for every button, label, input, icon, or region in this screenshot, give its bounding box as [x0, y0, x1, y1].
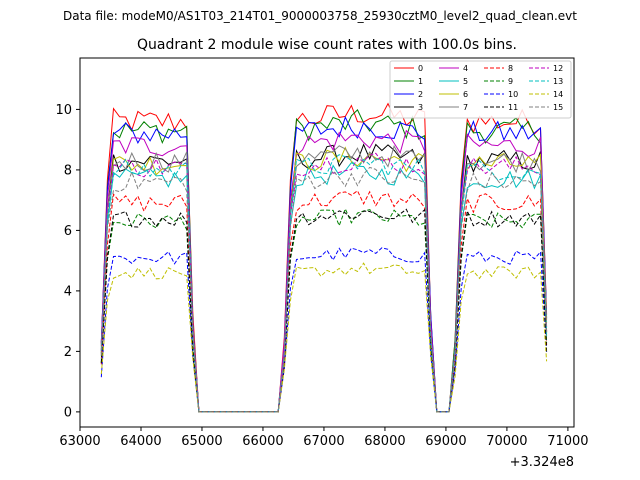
series-line-9	[100, 207, 548, 413]
y-tick-label: 0	[64, 405, 72, 420]
series-line-10	[100, 247, 548, 413]
y-tick-label: 6	[64, 224, 72, 239]
series-line-8	[100, 190, 548, 413]
y-axis: 0 2 4 6 8 10	[55, 103, 80, 420]
series-line-2	[100, 115, 548, 413]
legend-label-4: 4	[463, 64, 468, 73]
series-line-5	[100, 162, 548, 413]
legend-label-5: 5	[463, 77, 468, 86]
legend-label-1: 1	[418, 77, 423, 86]
series-line-11	[100, 208, 548, 413]
chart-title: Quadrant 2 module wise count rates with …	[137, 37, 517, 53]
y-tick-label: 8	[64, 163, 72, 178]
legend-label-6: 6	[463, 90, 468, 99]
series-line-14	[100, 262, 548, 413]
y-tick-label: 4	[64, 284, 72, 299]
series-line-7	[100, 144, 548, 413]
legend-label-14: 14	[553, 90, 563, 99]
legend-label-3: 3	[418, 103, 423, 112]
x-tick-label: 64000	[120, 434, 161, 449]
legend-label-2: 2	[418, 90, 423, 99]
legend-label-13: 13	[553, 77, 563, 86]
legend-box	[389, 60, 572, 119]
x-offset-label: +3.324e8	[510, 455, 574, 470]
legend-label-11: 11	[508, 103, 518, 112]
legend-label-7: 7	[463, 103, 468, 112]
series-line-13	[100, 154, 548, 413]
x-axis: 63000 64000 65000 66000 67000 68000 69000 70000…	[59, 427, 589, 449]
legend-label-15: 15	[553, 103, 563, 112]
x-tick-label: 66000	[242, 434, 283, 449]
series-line-1	[100, 109, 548, 413]
series-line-12	[100, 152, 548, 413]
x-tick-label: 67000	[303, 434, 344, 449]
plot-frame	[79, 57, 575, 428]
series-line-4	[100, 129, 548, 413]
series-line-15	[100, 166, 548, 413]
y-tick-label: 2	[64, 345, 72, 360]
series-line-0	[100, 102, 548, 413]
legend-label-10: 10	[508, 90, 518, 99]
legend-label-12: 12	[553, 64, 563, 73]
x-tick-label: 71000	[547, 434, 588, 449]
chart-suptitle: Data file: modeM0/AS1T03_214T01_90000037…	[63, 9, 577, 23]
series-line-6	[100, 146, 548, 413]
legend-label-0: 0	[418, 64, 423, 73]
x-tick-label: 65000	[181, 434, 222, 449]
x-tick-label: 68000	[364, 434, 405, 449]
legend-label-9: 9	[508, 77, 513, 86]
y-tick-label: 10	[55, 103, 72, 118]
x-tick-label: 69000	[425, 434, 466, 449]
legend-label-8: 8	[508, 64, 513, 73]
x-tick-label: 63000	[59, 434, 100, 449]
series-layer	[100, 102, 548, 413]
x-tick-label: 70000	[486, 434, 527, 449]
